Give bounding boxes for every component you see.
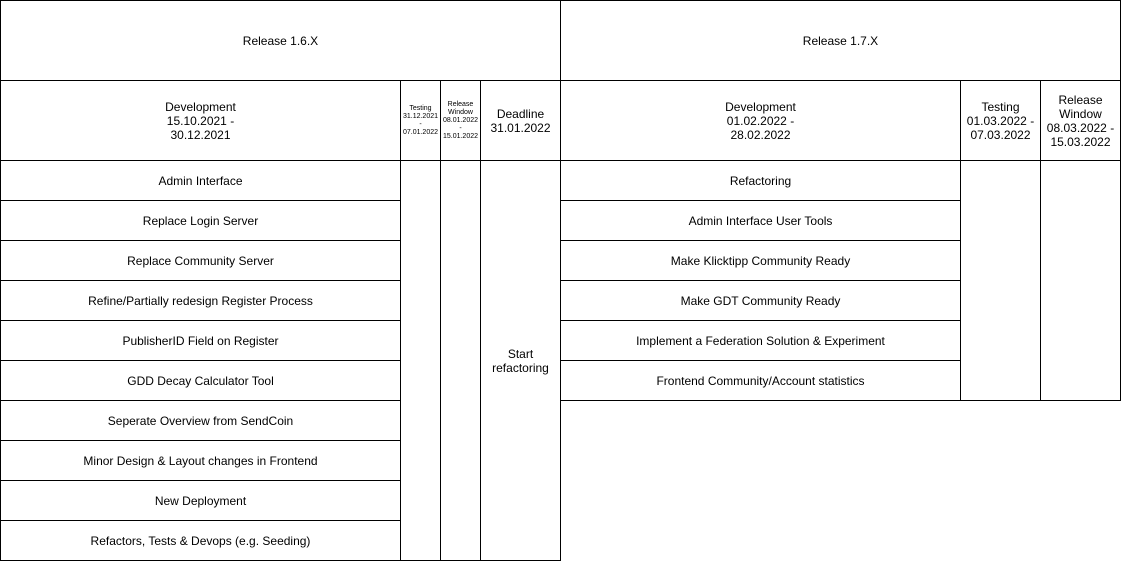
release-17-header: Release 1.7.X (560, 0, 1121, 81)
r16-release-window-column (440, 160, 481, 561)
r17-testing-column (960, 160, 1041, 401)
task-cell: Minor Design & Layout changes in Fronten… (0, 440, 401, 481)
r16-testing-header: Testing 31.12.2021 - 07.01.2022 (400, 80, 441, 161)
r17-release-window-column (1040, 160, 1121, 401)
task-cell: Frontend Community/Account statistics (560, 360, 961, 401)
r16-release-window-header: Release Window 08.01.2022 - 15.01.2022 (440, 80, 481, 161)
task-cell: Admin Interface User Tools (560, 200, 961, 241)
release-16-header: Release 1.6.X (0, 0, 561, 81)
task-cell: Refactors, Tests & Devops (e.g. Seeding) (0, 520, 401, 561)
task-cell: Implement a Federation Solution & Experi… (560, 320, 961, 361)
task-cell: Make Klicktipp Community Ready (560, 240, 961, 281)
task-cell: New Deployment (0, 480, 401, 521)
r16-development-header: Development 15.10.2021 - 30.12.2021 (0, 80, 401, 161)
task-cell: Admin Interface (0, 160, 401, 201)
task-cell: Make GDT Community Ready (560, 280, 961, 321)
task-cell: Refine/Partially redesign Register Proce… (0, 280, 401, 321)
r17-release-window-header: Release Window 08.03.2022 - 15.03.2022 (1040, 80, 1121, 161)
r16-deadline-task: Start refactoring (480, 160, 561, 561)
r16-testing-column (400, 160, 441, 561)
task-cell: PublisherID Field on Register (0, 320, 401, 361)
task-cell: GDD Decay Calculator Tool (0, 360, 401, 401)
r17-testing-header: Testing 01.03.2022 - 07.03.2022 (960, 80, 1041, 161)
r17-development-header: Development 01.02.2022 - 28.02.2022 (560, 80, 961, 161)
task-cell: Seperate Overview from SendCoin (0, 400, 401, 441)
r16-deadline-header: Deadline 31.01.2022 (480, 80, 561, 161)
task-cell: Refactoring (560, 160, 961, 201)
task-cell: Replace Community Server (0, 240, 401, 281)
task-cell: Replace Login Server (0, 200, 401, 241)
